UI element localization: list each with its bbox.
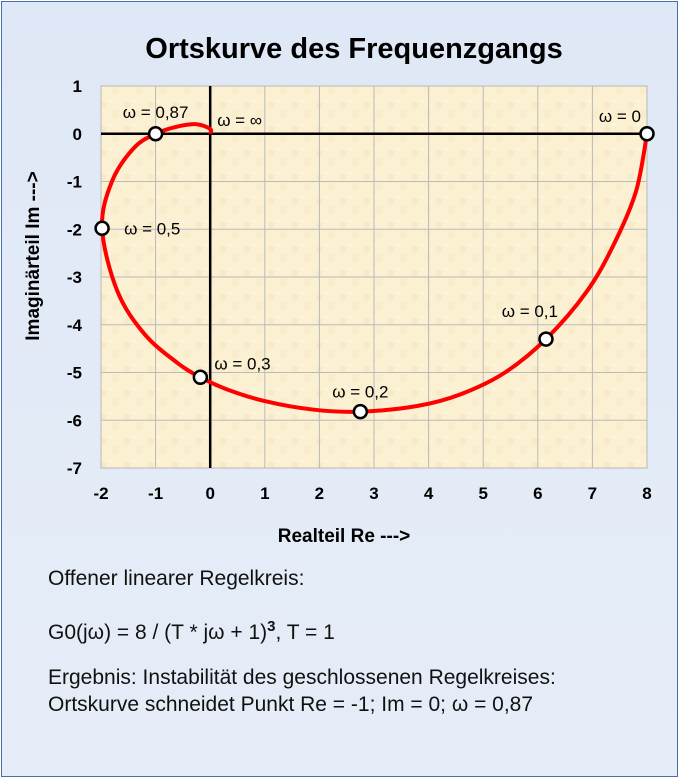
x-tick-label: 1 [260, 484, 269, 503]
frequency-marker [639, 126, 655, 142]
frequency-marker [538, 331, 554, 347]
formula-main: G0(jω) = 8 / (T * jω + 1) [48, 621, 268, 644]
x-tick-label: -2 [93, 484, 108, 503]
info-heading: Offener linearer Regelkreis: [48, 567, 305, 590]
x-tick-label: 6 [533, 484, 542, 503]
x-tick-label: 2 [315, 484, 324, 503]
x-tick-label: -1 [148, 484, 163, 503]
frequency-marker [147, 126, 164, 142]
frequency-marker [352, 403, 369, 420]
frequency-label: ω = 0,3 [214, 354, 270, 373]
y-tick-label: -6 [67, 411, 82, 430]
transfer-function: G0(jω) = 8 / (T * jω + 1)3, T = 1 [48, 618, 335, 645]
result-line-1: Ergebnis: Instabilität des geschlossenen… [48, 666, 556, 689]
formula-tail: , T = 1 [275, 621, 335, 644]
result-line-2: Ortskurve schneidet Punkt Re = -1; Im = … [48, 693, 534, 716]
frequency-marker [94, 220, 110, 237]
y-tick-label: 1 [73, 77, 82, 96]
x-tick-label: 8 [642, 484, 651, 503]
x-tick-label: 5 [478, 484, 487, 503]
chart-title: Ortskurve des Frequenzgangs [145, 33, 562, 65]
infinity-label: ω = ∞ [217, 111, 262, 130]
y-tick-label: -1 [67, 173, 82, 192]
frequency-label: ω = 0 [599, 107, 641, 126]
x-tick-label: 4 [424, 484, 434, 503]
y-tick-label: -4 [67, 316, 83, 335]
y-tick-label: -5 [67, 364, 82, 383]
frequency-label: ω = 0,5 [124, 219, 180, 238]
formula-exponent: 3 [267, 618, 276, 635]
y-tick-label: 0 [73, 125, 82, 144]
frequency-label: ω = 0,2 [332, 383, 388, 402]
y-tick-label: -7 [67, 459, 82, 478]
frequency-marker [192, 369, 209, 386]
x-tick-label: 0 [205, 484, 214, 503]
y-tick-label: -2 [67, 220, 82, 239]
frequency-label: ω = 0,1 [502, 302, 558, 321]
y-axis-label: Imaginärteil Im ---> [23, 171, 44, 340]
x-axis-label: Realteil Re ---> [278, 526, 411, 547]
ortskurve-chart: Ortskurve des Frequenzgangs -2 -1 0 1 2 3 4 5 6 7… [23, 33, 655, 547]
x-tick-label: 3 [369, 484, 378, 503]
x-tick-label: 7 [588, 484, 597, 503]
y-tick-label: -3 [67, 268, 82, 287]
frequency-label: ω = 0,87 [123, 103, 189, 122]
